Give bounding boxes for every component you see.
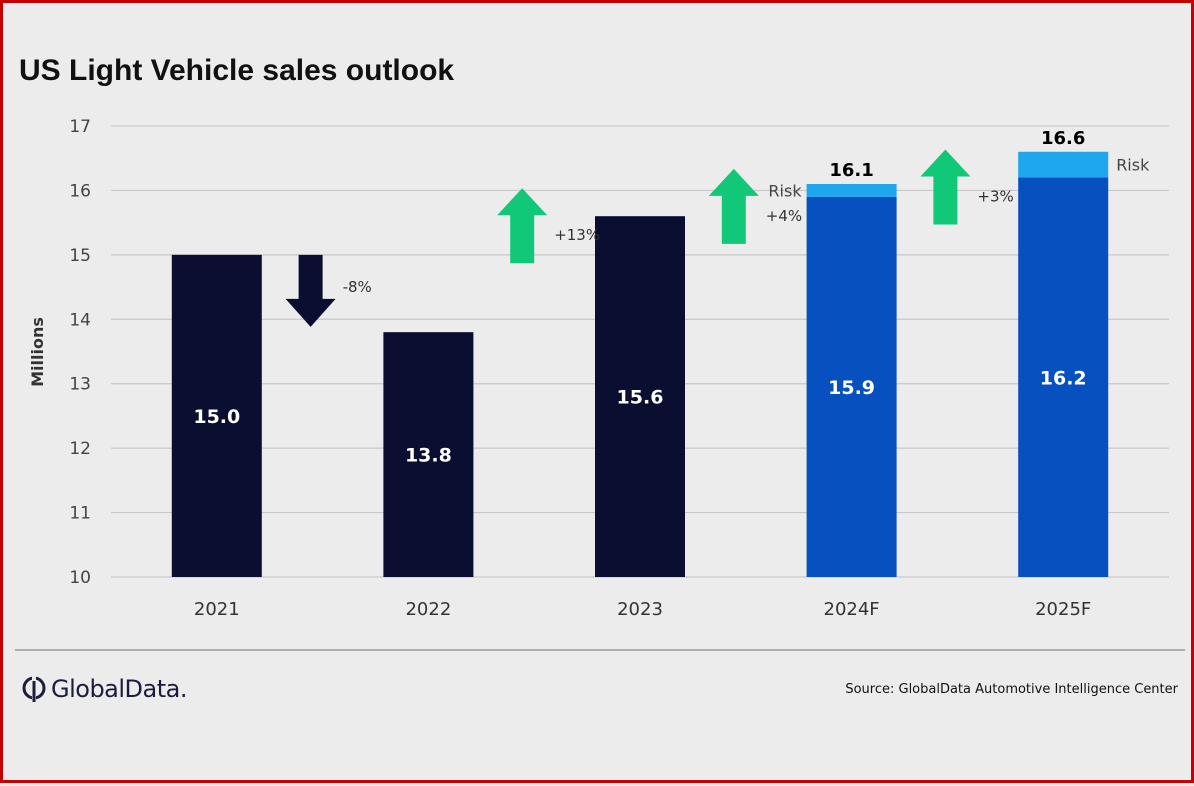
globaldata-logo-icon	[22, 675, 46, 702]
x-tick-label: 2021	[194, 599, 240, 620]
up-arrow-icon	[497, 188, 548, 264]
bar	[595, 216, 685, 577]
x-tick-label: 2022	[405, 599, 451, 620]
bar	[1018, 177, 1109, 578]
risk-segment	[806, 183, 897, 197]
bar	[383, 332, 474, 577]
bar-value-label: 13.8	[405, 445, 452, 467]
bar-value-label: 15.9	[828, 377, 875, 399]
bar	[806, 196, 897, 577]
down-arrow-icon	[285, 254, 336, 327]
y-tick-label: 12	[69, 439, 91, 459]
risk-label: Risk	[1116, 156, 1150, 175]
change-label: +13%	[554, 226, 600, 244]
up-arrow-icon	[920, 149, 971, 225]
x-tick-label: 2023	[617, 599, 663, 620]
chart: US Light Vehicle sales outlook 101112131…	[15, 54, 1185, 703]
bar-total-label: 16.6	[1041, 128, 1085, 149]
change-label: +4%	[766, 207, 802, 225]
risk-label: Risk	[768, 181, 802, 200]
change-arrows: -8% +13% +4% +3%	[285, 149, 1014, 327]
y-tick-label: 15	[69, 246, 91, 266]
up-arrow-icon	[708, 168, 759, 244]
change-label: +3%	[977, 188, 1013, 206]
y-tick-label: 10	[69, 568, 91, 588]
y-axis-ticks: 10 11 12 13 14 15 16 17	[69, 117, 91, 588]
y-tick-label: 14	[69, 310, 91, 330]
bars: 15.0 13.8 15.6 15.9 16.1 Risk 16.2 16.6 Risk	[171, 128, 1150, 578]
x-axis-ticks: 2021 2022 2023 2024F 2025F	[194, 599, 1091, 620]
bar-value-label: 15.6	[617, 387, 664, 409]
y-axis-label: Millions	[28, 317, 47, 387]
source-note: Source: GlobalData Automotive Intelligen…	[845, 682, 1178, 697]
risk-segment	[1018, 151, 1109, 178]
brand-name: GlobalData.	[51, 675, 187, 703]
bar-value-label: 16.2	[1040, 367, 1087, 389]
chart-title: US Light Vehicle sales outlook	[19, 54, 454, 87]
y-tick-label: 11	[69, 504, 91, 524]
globaldata-logo: GlobalData.	[22, 675, 188, 703]
y-tick-label: 17	[69, 117, 91, 137]
y-tick-label: 16	[69, 181, 91, 201]
bar-total-label: 16.1	[829, 160, 873, 181]
y-tick-label: 13	[69, 375, 91, 395]
x-tick-label: 2024F	[824, 599, 880, 620]
change-label: -8%	[343, 278, 372, 296]
x-tick-label: 2025F	[1035, 599, 1091, 620]
bar-value-label: 15.0	[193, 406, 240, 428]
bar	[171, 254, 262, 577]
